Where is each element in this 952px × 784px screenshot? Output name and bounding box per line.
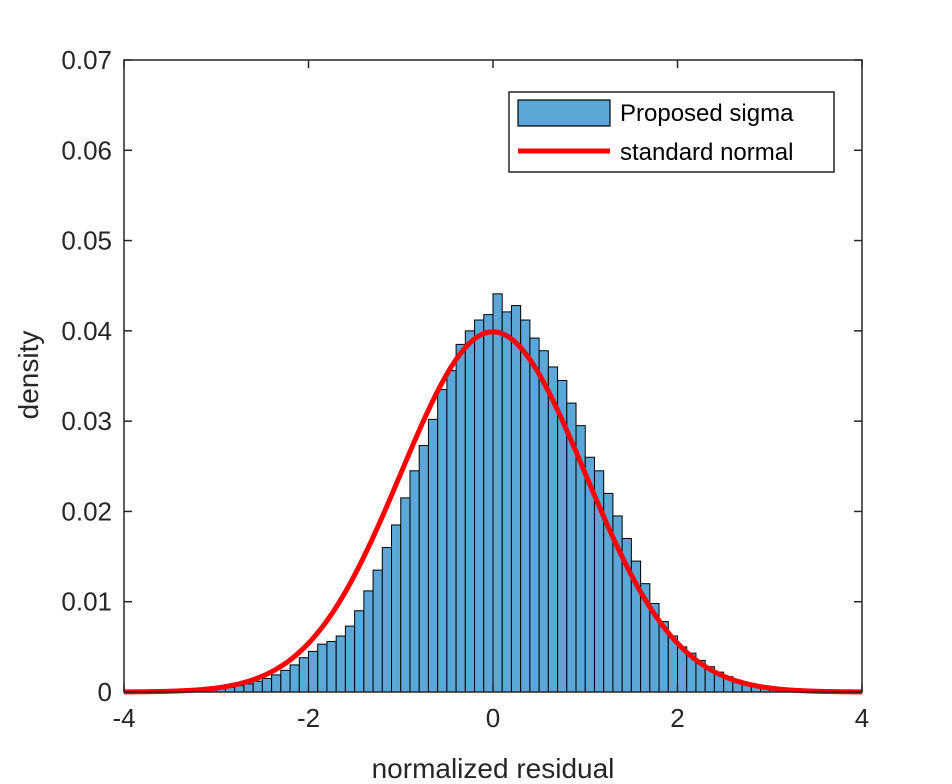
histogram-bar [474, 319, 485, 693]
histogram-bar [427, 418, 439, 693]
histogram-bar [298, 657, 309, 693]
x-tick-label: 0 [486, 703, 500, 733]
legend-label-standard-normal: standard normal [620, 139, 793, 166]
histogram-bar [252, 680, 263, 693]
histogram-bar [391, 524, 402, 693]
y-tick-label: 0 [98, 677, 112, 707]
histogram-bar [308, 650, 319, 693]
histogram-bar [501, 311, 512, 693]
histogram-bar [437, 389, 448, 693]
histogram-bar [381, 547, 393, 693]
histogram-bar [483, 314, 494, 693]
histogram-bars [197, 293, 789, 693]
y-tick-label: 0.07 [61, 45, 112, 75]
histogram-bar [547, 366, 559, 693]
histogram-bar [446, 370, 457, 693]
histogram-bar [464, 330, 476, 693]
histogram-bar [317, 643, 328, 693]
y-tick-label: 0.01 [61, 587, 112, 617]
y-tick-label: 0.03 [61, 406, 112, 436]
x-tick-label: 4 [855, 703, 869, 733]
histogram-bar [243, 683, 254, 693]
histogram-bar [520, 319, 531, 693]
legend-swatch-proposed-sigma [517, 99, 611, 127]
histogram-bar [418, 445, 429, 693]
histogram-bar [289, 664, 300, 693]
y-tick-label: 0.05 [61, 226, 112, 256]
x-axis-label: normalized residual [372, 753, 615, 784]
y-axis-label: density [13, 331, 44, 420]
histogram-bar [510, 305, 522, 693]
legend: Proposed sigma standard normal [508, 91, 835, 173]
histogram-bar [455, 343, 466, 693]
x-tick-label: 2 [670, 703, 684, 733]
y-tick-label: 0.02 [61, 496, 112, 526]
histogram-bar [354, 610, 365, 693]
x-tick-label: -2 [297, 703, 320, 733]
histogram-bar [400, 497, 411, 693]
histogram-bar [280, 669, 291, 693]
y-tick-label: 0.04 [61, 316, 112, 346]
histogram-bar [372, 569, 383, 693]
standard-normal-curve [123, 329, 863, 695]
histogram-bar [271, 674, 282, 693]
tick-labels: -4 -2 0 2 4 0 0.01 0.02 0.03 0.04 0.05 0.06 0.07 [61, 45, 869, 733]
histogram-bar [538, 350, 549, 693]
normal-curve-layer [123, 329, 863, 695]
y-tick-label: 0.06 [61, 135, 112, 165]
histogram-bar [492, 293, 503, 693]
histogram-bar [409, 470, 420, 693]
histogram-bar [335, 635, 346, 693]
axes [123, 59, 863, 693]
histogram-bar [363, 590, 374, 693]
histogram-bar [344, 625, 356, 693]
histogram-bar [326, 640, 337, 693]
histogram-bar [529, 337, 540, 693]
histogram-bar [261, 677, 273, 693]
x-tick-label: -4 [112, 703, 135, 733]
legend-label-proposed-sigma: Proposed sigma [620, 100, 794, 127]
